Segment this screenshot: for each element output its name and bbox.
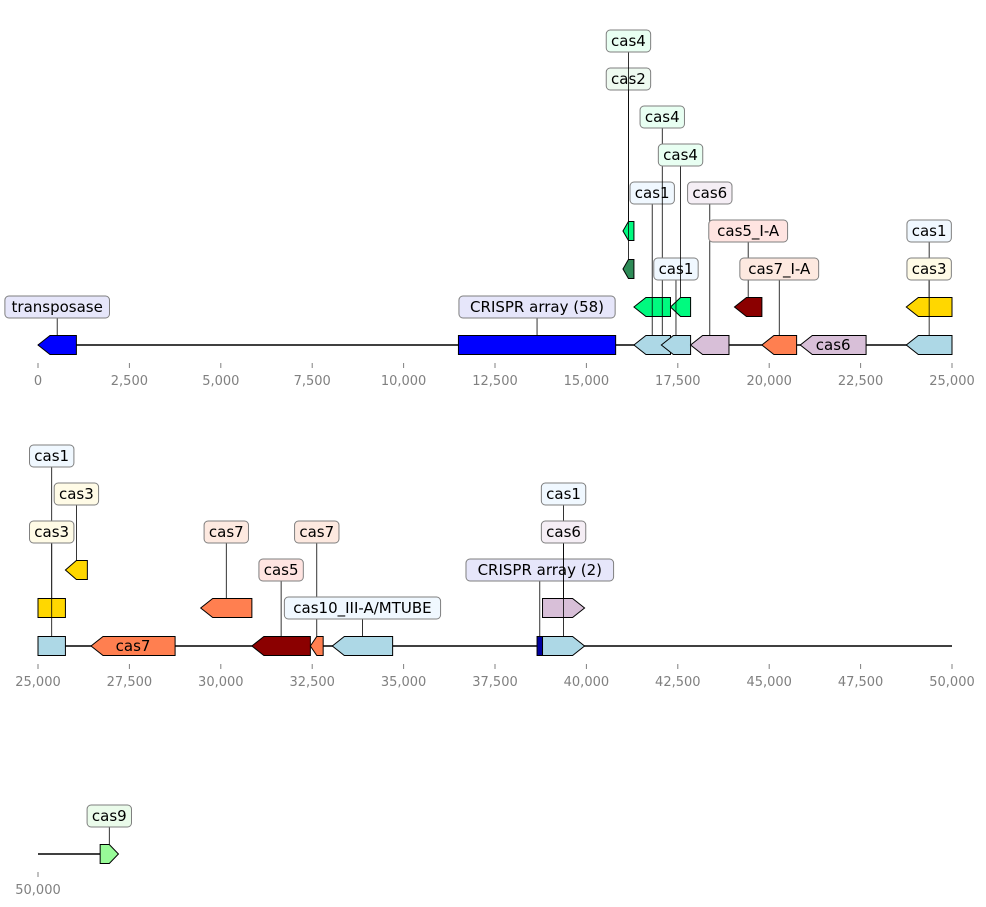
gene-shape xyxy=(331,636,394,656)
gene-label: cas7 xyxy=(209,523,244,541)
gene-shape xyxy=(905,335,953,355)
gene-shape xyxy=(199,598,253,618)
tick-label: 15,000 xyxy=(564,374,610,389)
gene-shape xyxy=(90,636,176,656)
gene-shape xyxy=(536,636,544,656)
gene-label: cas6 xyxy=(816,336,851,354)
gene-label: cas7 xyxy=(116,637,151,655)
gene-label: cas4 xyxy=(645,108,680,126)
gene-label: CRISPR array (2) xyxy=(478,561,602,579)
gene-label: cas1 xyxy=(34,447,69,465)
tick-label: 12,500 xyxy=(472,374,518,389)
label-box xyxy=(4,295,110,319)
label-box xyxy=(653,257,699,281)
gene-shape xyxy=(669,297,692,317)
gene-shape xyxy=(37,335,77,355)
gene-label: cas10_III-A/MTUBE xyxy=(293,599,431,618)
gene-shape xyxy=(251,636,311,656)
gene-label: cas1 xyxy=(635,184,670,202)
gene-label: cas6 xyxy=(546,523,581,541)
gene-label: cas7_I-A xyxy=(748,260,811,279)
tick-label: 37,500 xyxy=(472,675,518,690)
label-box xyxy=(86,804,132,828)
tick-label: 30,000 xyxy=(198,675,244,690)
label-box xyxy=(29,520,75,544)
gene-label: cas5_I-A xyxy=(717,222,780,241)
map-row-2: 25,000 27,500 30,000 32,500 35,000 37,500 40,0… xyxy=(15,444,975,690)
label-box xyxy=(540,482,587,506)
tick-label: 22,500 xyxy=(838,374,884,389)
label-box xyxy=(465,558,615,582)
gene-label: cas3 xyxy=(912,260,947,278)
gene-shape xyxy=(622,259,635,279)
tick-label: 7,500 xyxy=(294,374,331,389)
gene-label: transposase xyxy=(12,298,103,316)
gene-shape xyxy=(309,636,324,656)
tick-label: 42,500 xyxy=(655,675,701,690)
label-box xyxy=(283,596,442,620)
tick-label: 50,000 xyxy=(15,883,61,898)
gene-shape xyxy=(99,844,120,864)
tick-label: 45,000 xyxy=(746,675,792,690)
label-box xyxy=(605,29,652,53)
tick-label: 2,500 xyxy=(111,374,148,389)
tick-label: 47,500 xyxy=(838,675,884,690)
label-box xyxy=(687,181,733,205)
tick-label: 20,000 xyxy=(746,374,792,389)
label-box xyxy=(53,482,100,506)
label-box xyxy=(906,219,952,243)
tick-label: 5,000 xyxy=(202,374,239,389)
gene-shape xyxy=(689,335,730,355)
label-box xyxy=(203,520,249,544)
gene-label: cas4 xyxy=(611,32,646,50)
gene-label: cas5 xyxy=(264,561,299,579)
gene-shape xyxy=(660,335,692,355)
tick-label: 50,000 xyxy=(929,675,975,690)
map-row-1: 0 2,500 5,000 7,500 10,000 12,500 15,000 17,500… xyxy=(4,29,975,389)
gene-label: cas7 xyxy=(299,523,334,541)
gene-shape xyxy=(457,335,617,355)
tick-label: 35,000 xyxy=(381,675,427,690)
label-box xyxy=(294,520,340,544)
gene-shape xyxy=(64,560,88,580)
gene-shape xyxy=(799,335,867,355)
gene-shape xyxy=(761,335,798,355)
gene-shape xyxy=(733,297,763,317)
gene-label: cas9 xyxy=(92,807,127,825)
gene-label: cas3 xyxy=(59,485,94,503)
label-box xyxy=(639,105,685,129)
tick-label: 0 xyxy=(34,374,42,389)
gene-label: cas1 xyxy=(912,222,947,240)
label-box xyxy=(629,181,675,205)
gene-label: CRISPR array (58) xyxy=(470,298,604,316)
label-box xyxy=(739,257,820,281)
gene-shape xyxy=(37,636,66,656)
tick-label: 32,500 xyxy=(289,675,335,690)
map-row-3: 50,000 cas9 xyxy=(15,804,132,898)
gene-shape xyxy=(542,636,586,656)
tick-label: 10,000 xyxy=(381,374,427,389)
gene-label: cas1 xyxy=(659,260,694,278)
label-box xyxy=(540,520,587,544)
gene-shape xyxy=(633,335,671,355)
label-box xyxy=(657,143,704,167)
label-box xyxy=(458,295,616,319)
tick-label: 25,000 xyxy=(929,374,975,389)
gene-label: cas4 xyxy=(663,146,698,164)
gene-label: cas3 xyxy=(34,523,69,541)
tick-label: 40,000 xyxy=(564,675,610,690)
label-box xyxy=(258,558,304,582)
tick-label: 25,000 xyxy=(15,675,61,690)
label-box xyxy=(29,444,75,468)
label-box xyxy=(708,219,789,243)
tick-label: 27,500 xyxy=(107,675,153,690)
label-box xyxy=(906,257,952,281)
gene-label: cas1 xyxy=(546,485,581,503)
tick-label: 17,500 xyxy=(655,374,701,389)
gene-label: cas6 xyxy=(692,184,727,202)
